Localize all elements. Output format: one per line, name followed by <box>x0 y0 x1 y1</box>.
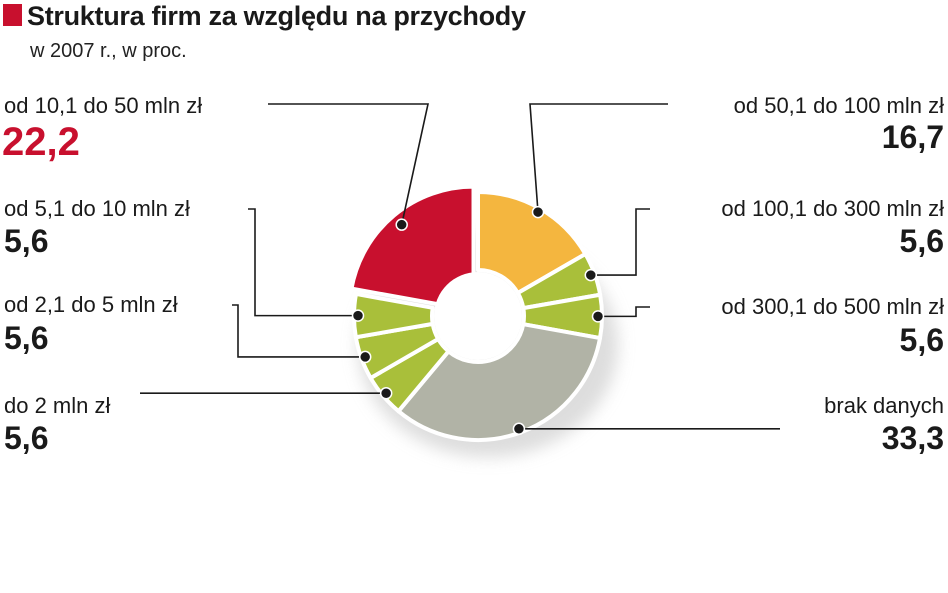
leader-dot <box>395 218 408 231</box>
donut-slice <box>349 184 476 313</box>
leader-line <box>590 208 650 276</box>
leader-dot <box>379 386 393 400</box>
donut-hole <box>434 272 522 360</box>
title-marker <box>3 4 22 26</box>
leader-dot <box>531 205 545 219</box>
label-brak-danych: brak danych <box>824 393 944 418</box>
label-10-50: od 10,1 do 50 mln zł <box>4 93 203 118</box>
leader-dot <box>358 350 372 364</box>
label-100-300: od 100,1 do 300 mln zł <box>721 196 944 221</box>
value-100-300: 5,6 <box>899 223 944 259</box>
label-50-100: od 50,1 do 100 mln zł <box>733 93 944 118</box>
label-5-10: od 5,1 do 10 mln zł <box>4 196 190 221</box>
leader-line <box>248 208 359 317</box>
chart-title: Struktura firm za względu na przychody <box>27 1 526 31</box>
label-2-5: od 2,1 do 5 mln zł <box>4 292 178 317</box>
leader-line <box>529 103 668 213</box>
label-300-500: od 300,1 do 500 mln zł <box>721 294 944 319</box>
leader-dot <box>512 422 526 436</box>
label-do-2: do 2 mln zł <box>4 393 111 418</box>
donut-slice <box>352 291 435 340</box>
leader-line <box>268 103 429 225</box>
value-300-500: 5,6 <box>899 322 944 358</box>
chart-subtitle: w 2007 r., w proc. <box>30 40 187 62</box>
value-10-50: 22,2 <box>2 120 80 164</box>
leader-dot <box>584 268 598 282</box>
value-2-5: 5,6 <box>4 320 49 356</box>
leader-dot <box>351 309 365 322</box>
leader-dot <box>591 310 605 323</box>
leader-line <box>232 304 366 358</box>
value-5-10: 5,6 <box>4 223 49 259</box>
value-50-100: 16,7 <box>881 119 944 155</box>
value-brak-danych: 33,3 <box>881 420 944 456</box>
value-do-2: 5,6 <box>4 420 49 456</box>
leader-line <box>597 306 650 318</box>
